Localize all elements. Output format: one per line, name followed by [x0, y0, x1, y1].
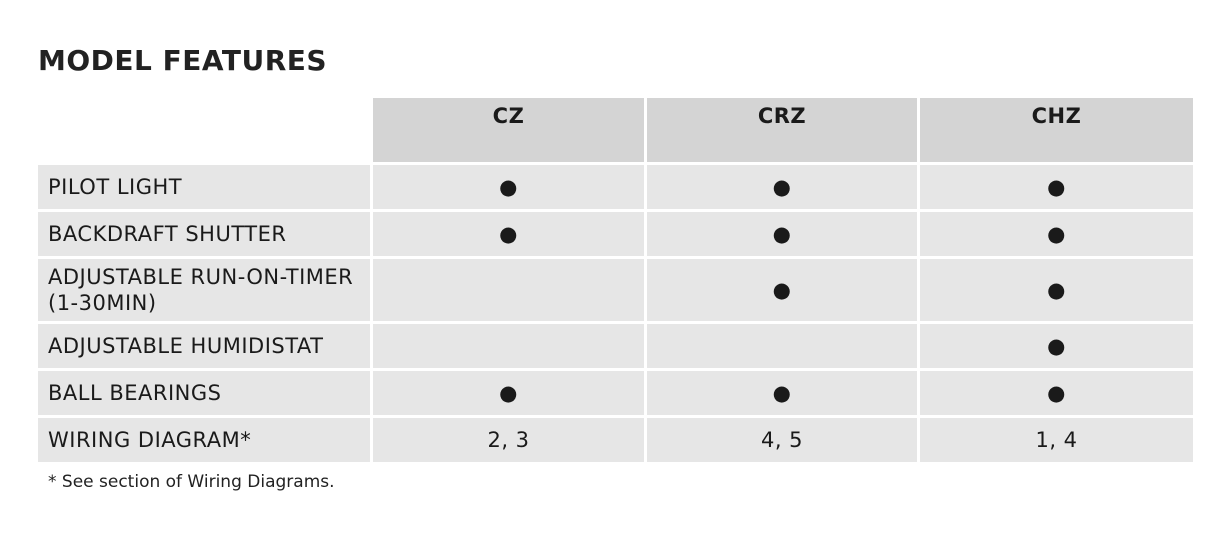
- column-header: CZ: [373, 98, 644, 162]
- feature-value: ●: [920, 324, 1193, 368]
- feature-table: CZ CRZ CHZ PILOT LIGHT ● ● ● BACKDRAFT SHUTTER ●…: [38, 98, 1193, 462]
- empty-cell: [373, 259, 644, 321]
- corner-cell: [38, 98, 370, 162]
- feature-value: ●: [647, 165, 917, 209]
- feature-value: ●: [373, 212, 644, 256]
- feature-value: 1, 4: [920, 418, 1193, 462]
- feature-value: ●: [920, 165, 1193, 209]
- column-header: CHZ: [920, 98, 1193, 162]
- row-label: WIRING DIAGRAM*: [38, 418, 370, 462]
- feature-value: ●: [647, 371, 917, 415]
- feature-value: ●: [373, 371, 644, 415]
- row-label: ADJUSTABLE HUMIDISTAT: [38, 324, 370, 368]
- feature-value: ●: [920, 371, 1193, 415]
- feature-value: ●: [920, 259, 1193, 321]
- row-label: PILOT LIGHT: [38, 165, 370, 209]
- column-header: CRZ: [647, 98, 917, 162]
- footnote: * See section of Wiring Diagrams.: [48, 472, 335, 492]
- feature-value: ●: [373, 165, 644, 209]
- empty-cell: [373, 324, 644, 368]
- feature-value: ●: [920, 212, 1193, 256]
- empty-cell: [647, 324, 917, 368]
- row-label: BACKDRAFT SHUTTER: [38, 212, 370, 256]
- feature-value: 4, 5: [647, 418, 917, 462]
- row-label: ADJUSTABLE RUN-ON-TIMER (1-30MIN): [38, 259, 370, 321]
- feature-value: ●: [647, 259, 917, 321]
- title: MODEL FEATURES: [38, 44, 328, 77]
- feature-value: ●: [647, 212, 917, 256]
- feature-value: 2, 3: [373, 418, 644, 462]
- row-label: BALL BEARINGS: [38, 371, 370, 415]
